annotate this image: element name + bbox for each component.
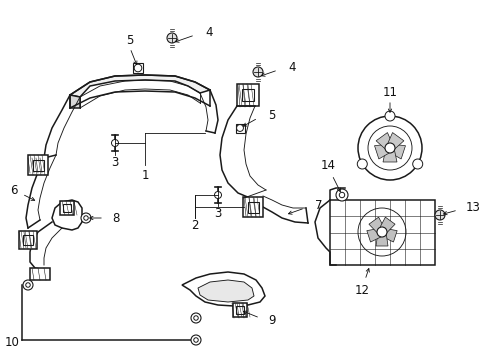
Text: 11: 11 bbox=[382, 86, 397, 99]
Circle shape bbox=[335, 189, 347, 201]
Polygon shape bbox=[375, 132, 392, 150]
Bar bbox=[32, 159, 43, 171]
Polygon shape bbox=[70, 75, 209, 97]
Bar bbox=[243, 197, 263, 217]
Bar bbox=[63, 204, 71, 212]
Polygon shape bbox=[70, 95, 80, 108]
Bar bbox=[60, 201, 74, 215]
Circle shape bbox=[357, 116, 421, 180]
Bar bbox=[19, 231, 37, 249]
Circle shape bbox=[367, 126, 411, 170]
Circle shape bbox=[134, 64, 142, 72]
Circle shape bbox=[81, 213, 91, 223]
Bar bbox=[236, 306, 244, 314]
Bar bbox=[235, 123, 244, 132]
Circle shape bbox=[384, 143, 394, 153]
Text: 13: 13 bbox=[465, 201, 480, 213]
Text: 6: 6 bbox=[10, 184, 18, 197]
Circle shape bbox=[167, 33, 177, 43]
Circle shape bbox=[191, 313, 201, 323]
Circle shape bbox=[83, 216, 88, 220]
Polygon shape bbox=[374, 144, 390, 159]
Circle shape bbox=[357, 159, 366, 169]
Bar bbox=[133, 63, 142, 73]
Text: 5: 5 bbox=[126, 33, 133, 46]
Polygon shape bbox=[388, 144, 405, 159]
Bar bbox=[28, 155, 48, 175]
Circle shape bbox=[236, 125, 243, 131]
Circle shape bbox=[339, 192, 344, 198]
Polygon shape bbox=[382, 148, 396, 162]
Circle shape bbox=[26, 283, 30, 287]
Circle shape bbox=[214, 192, 221, 198]
Text: 4: 4 bbox=[204, 26, 212, 39]
Polygon shape bbox=[386, 132, 403, 150]
Polygon shape bbox=[198, 280, 253, 302]
Text: 3: 3 bbox=[111, 156, 119, 168]
Bar bbox=[242, 89, 254, 101]
Text: 14: 14 bbox=[320, 158, 335, 171]
Circle shape bbox=[191, 335, 201, 345]
Bar bbox=[237, 84, 259, 106]
Circle shape bbox=[376, 227, 386, 237]
Circle shape bbox=[434, 210, 444, 220]
Circle shape bbox=[252, 67, 263, 77]
Polygon shape bbox=[30, 268, 50, 280]
Circle shape bbox=[23, 280, 33, 290]
Text: 8: 8 bbox=[112, 212, 119, 225]
Text: 4: 4 bbox=[287, 60, 295, 73]
Polygon shape bbox=[182, 272, 264, 306]
Text: 9: 9 bbox=[267, 314, 275, 327]
Polygon shape bbox=[375, 232, 387, 246]
Text: 5: 5 bbox=[267, 108, 275, 122]
Circle shape bbox=[111, 140, 118, 147]
Text: 7: 7 bbox=[314, 198, 322, 212]
Circle shape bbox=[384, 111, 394, 121]
Text: 3: 3 bbox=[214, 207, 221, 220]
Polygon shape bbox=[378, 217, 394, 234]
Bar bbox=[247, 202, 258, 212]
Bar bbox=[23, 235, 33, 245]
Bar bbox=[329, 200, 434, 265]
Text: 1: 1 bbox=[141, 168, 148, 181]
Text: 12: 12 bbox=[354, 284, 369, 297]
Circle shape bbox=[193, 338, 198, 342]
Circle shape bbox=[412, 159, 422, 169]
Bar bbox=[232, 303, 246, 317]
Polygon shape bbox=[368, 217, 385, 234]
Polygon shape bbox=[366, 228, 383, 242]
Circle shape bbox=[193, 316, 198, 320]
Polygon shape bbox=[52, 200, 82, 230]
Text: 2: 2 bbox=[191, 219, 198, 231]
Text: 10: 10 bbox=[4, 336, 20, 348]
Polygon shape bbox=[380, 228, 396, 242]
